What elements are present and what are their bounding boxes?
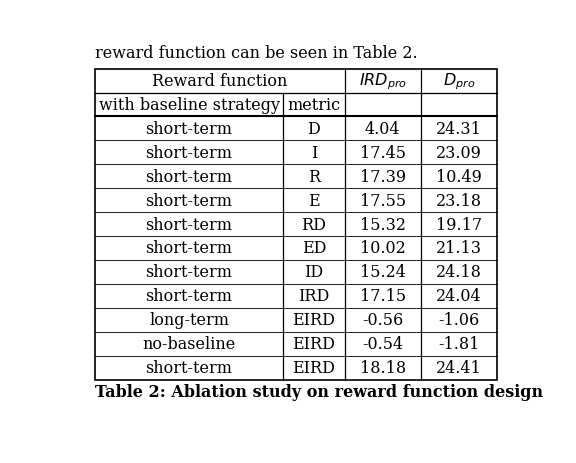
- Text: no-baseline: no-baseline: [142, 336, 236, 352]
- Bar: [95, 69, 497, 380]
- Text: short-term: short-term: [146, 120, 233, 138]
- Text: ED: ED: [302, 240, 326, 257]
- Text: 10.49: 10.49: [436, 168, 482, 185]
- Text: $\mathit{D}_{pro}$: $\mathit{D}_{pro}$: [442, 71, 475, 92]
- Text: short-term: short-term: [146, 192, 233, 209]
- Text: RD: RD: [301, 216, 326, 233]
- Text: 4.04: 4.04: [365, 120, 400, 138]
- Text: -1.06: -1.06: [438, 312, 479, 329]
- Text: 18.18: 18.18: [360, 359, 406, 376]
- Text: short-term: short-term: [146, 288, 233, 305]
- Text: short-term: short-term: [146, 264, 233, 281]
- Text: IRD: IRD: [298, 288, 329, 305]
- Text: ID: ID: [304, 264, 323, 281]
- Text: Reward function: Reward function: [152, 73, 288, 90]
- Text: short-term: short-term: [146, 168, 233, 185]
- Text: 23.09: 23.09: [436, 144, 482, 161]
- Text: -1.81: -1.81: [438, 336, 479, 352]
- Text: 17.55: 17.55: [360, 192, 406, 209]
- Text: reward function can be seen in Table 2.: reward function can be seen in Table 2.: [95, 45, 418, 62]
- Text: 24.04: 24.04: [436, 288, 482, 305]
- Text: -0.54: -0.54: [362, 336, 403, 352]
- Text: 17.15: 17.15: [360, 288, 406, 305]
- Text: D: D: [308, 120, 320, 138]
- Text: 15.32: 15.32: [360, 216, 406, 233]
- Text: 19.17: 19.17: [435, 216, 482, 233]
- Text: with baseline strategy: with baseline strategy: [98, 97, 279, 114]
- Text: metric: metric: [287, 97, 340, 114]
- Text: 24.41: 24.41: [436, 359, 482, 376]
- Text: EIRD: EIRD: [293, 312, 335, 329]
- Text: 17.39: 17.39: [360, 168, 406, 185]
- Text: short-term: short-term: [146, 144, 233, 161]
- Text: EIRD: EIRD: [293, 336, 335, 352]
- Text: short-term: short-term: [146, 359, 233, 376]
- Text: 21.13: 21.13: [435, 240, 482, 257]
- Text: E: E: [308, 192, 320, 209]
- Text: I: I: [310, 144, 317, 161]
- Text: -0.56: -0.56: [362, 312, 403, 329]
- Text: short-term: short-term: [146, 216, 233, 233]
- Text: R: R: [308, 168, 320, 185]
- Text: 24.18: 24.18: [436, 264, 482, 281]
- Text: long-term: long-term: [149, 312, 229, 329]
- Text: EIRD: EIRD: [293, 359, 335, 376]
- Text: Table 2: Ablation study on reward function design: Table 2: Ablation study on reward functi…: [95, 384, 543, 400]
- Text: 23.18: 23.18: [435, 192, 482, 209]
- Text: 15.24: 15.24: [360, 264, 406, 281]
- Text: $\mathit{IRD}_{pro}$: $\mathit{IRD}_{pro}$: [359, 71, 407, 92]
- Text: 17.45: 17.45: [360, 144, 406, 161]
- Text: short-term: short-term: [146, 240, 233, 257]
- Text: 24.31: 24.31: [436, 120, 482, 138]
- Text: 10.02: 10.02: [360, 240, 406, 257]
